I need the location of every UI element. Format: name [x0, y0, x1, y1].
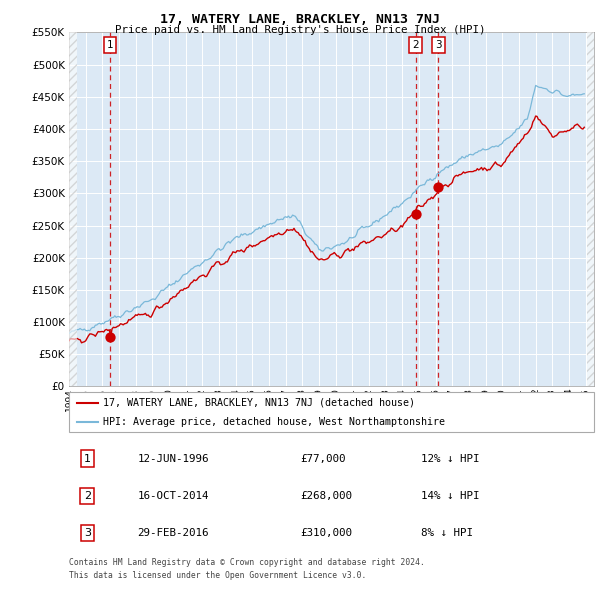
Text: 12% ↓ HPI: 12% ↓ HPI [421, 454, 479, 464]
Polygon shape [587, 32, 595, 386]
Text: 1: 1 [107, 40, 113, 50]
Text: 2: 2 [412, 40, 419, 50]
Text: 17, WATERY LANE, BRACKLEY, NN13 7NJ: 17, WATERY LANE, BRACKLEY, NN13 7NJ [160, 13, 440, 26]
Text: 2: 2 [84, 491, 91, 501]
Text: 14% ↓ HPI: 14% ↓ HPI [421, 491, 479, 501]
Point [434, 182, 443, 192]
Point [410, 209, 420, 219]
Text: £310,000: £310,000 [300, 528, 352, 538]
Text: 3: 3 [435, 40, 442, 50]
Text: HPI: Average price, detached house, West Northamptonshire: HPI: Average price, detached house, West… [103, 417, 445, 427]
Text: This data is licensed under the Open Government Licence v3.0.: This data is licensed under the Open Gov… [69, 571, 367, 580]
Text: 1: 1 [84, 454, 91, 464]
Text: 29-FEB-2016: 29-FEB-2016 [137, 528, 209, 538]
Text: £268,000: £268,000 [300, 491, 352, 501]
Text: 3: 3 [84, 528, 91, 538]
Text: Price paid vs. HM Land Registry's House Price Index (HPI): Price paid vs. HM Land Registry's House … [115, 25, 485, 35]
Text: 17, WATERY LANE, BRACKLEY, NN13 7NJ (detached house): 17, WATERY LANE, BRACKLEY, NN13 7NJ (det… [103, 398, 415, 408]
Text: 8% ↓ HPI: 8% ↓ HPI [421, 528, 473, 538]
Point [105, 332, 115, 342]
Text: £77,000: £77,000 [300, 454, 346, 464]
Text: 12-JUN-1996: 12-JUN-1996 [137, 454, 209, 464]
Polygon shape [69, 32, 77, 386]
Text: 16-OCT-2014: 16-OCT-2014 [137, 491, 209, 501]
Text: Contains HM Land Registry data © Crown copyright and database right 2024.: Contains HM Land Registry data © Crown c… [69, 558, 425, 566]
